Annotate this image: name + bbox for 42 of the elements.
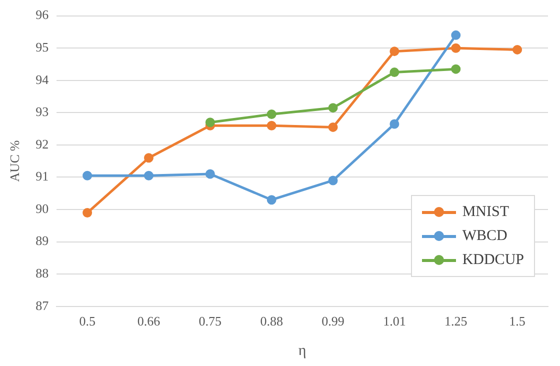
legend-label: MNIST <box>462 204 509 220</box>
point <box>328 103 338 113</box>
point <box>328 176 338 186</box>
x-tick-label: 1.25 <box>444 314 468 329</box>
point <box>266 195 276 205</box>
point <box>390 119 400 129</box>
point <box>512 44 522 54</box>
x-tick-label: 1.01 <box>383 314 406 329</box>
point <box>82 170 92 180</box>
legend-label: KDDCUP <box>462 252 524 268</box>
y-tick-label: 92 <box>36 136 49 152</box>
y-tick-label: 90 <box>36 200 49 216</box>
legend-label: WBCD <box>462 228 508 244</box>
point <box>205 169 215 179</box>
point <box>451 64 461 74</box>
point <box>390 46 400 56</box>
y-tick-label: 89 <box>36 233 49 248</box>
point <box>451 43 461 53</box>
point <box>144 153 154 163</box>
x-tick-label: 0.99 <box>322 314 344 329</box>
y-tick-label: 94 <box>36 72 50 87</box>
point <box>390 68 400 78</box>
x-tick-label: 0.66 <box>137 314 161 329</box>
x-tick-label: 0.88 <box>260 314 283 329</box>
y-tick-label: 96 <box>36 7 50 22</box>
x-tick-label: 0.5 <box>79 314 96 329</box>
point <box>451 30 461 40</box>
y-axis-title: AUC % <box>7 140 22 182</box>
point <box>205 118 215 128</box>
point <box>144 170 154 180</box>
x-axis-title: η <box>298 342 306 359</box>
y-tick-label: 91 <box>36 168 49 184</box>
y-tick-label: 88 <box>36 266 49 281</box>
point <box>266 120 276 130</box>
y-tick-label: 95 <box>36 40 49 55</box>
point <box>328 122 338 132</box>
y-tick-label: 93 <box>36 104 49 120</box>
point <box>82 208 92 218</box>
point <box>266 110 276 120</box>
x-tick-label: 1.5 <box>509 314 526 329</box>
x-tick-label: 0.75 <box>198 314 222 329</box>
y-tick-label: 87 <box>36 298 50 313</box>
